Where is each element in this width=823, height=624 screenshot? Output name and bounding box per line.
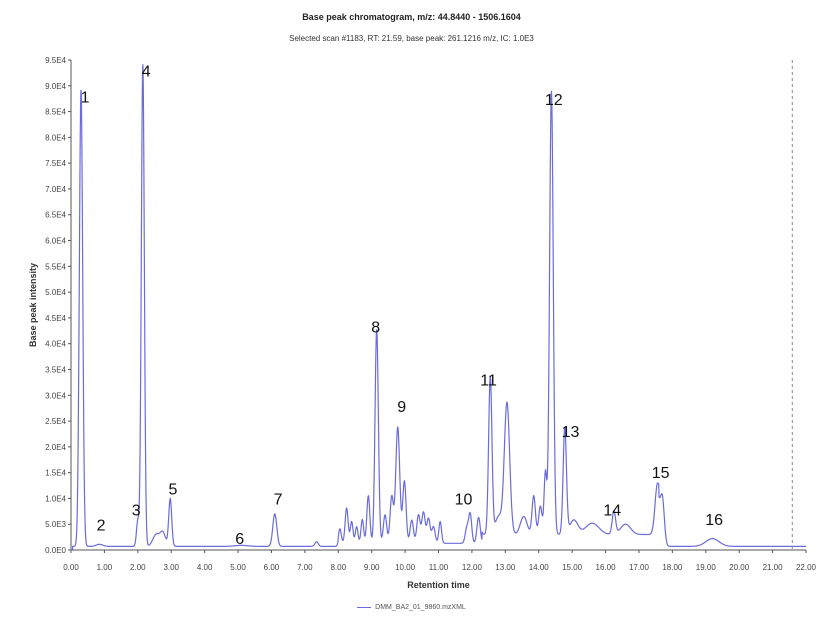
x-tick-label: 8.00 — [330, 563, 346, 572]
x-axis-label: Retention time — [407, 580, 470, 590]
y-tick-label: 3.0E4 — [45, 391, 66, 400]
x-tick-label: 3.00 — [163, 563, 179, 572]
peak-label-6: 6 — [235, 531, 244, 548]
x-tick-label: 4.00 — [197, 563, 213, 572]
x-tick-label: 19.00 — [696, 563, 717, 572]
chart-title: Base peak chromatogram, m/z: 44.8440 - 1… — [302, 12, 521, 22]
x-tick-label: 1.00 — [97, 563, 113, 572]
y-tick-label: 6.5E4 — [45, 211, 66, 220]
peak-label-4: 4 — [142, 64, 151, 81]
peak-label-12: 12 — [545, 92, 563, 109]
peak-label-3: 3 — [132, 502, 141, 519]
peak-label-15: 15 — [652, 465, 670, 482]
y-axis-ticks: 0.0E0 5.0E3 1.0E4 1.5E4 2.0E4 2.5E4 3.0E4 3.5E4… — [45, 56, 71, 555]
peak-label-16: 16 — [705, 512, 723, 529]
peak-label-2: 2 — [97, 517, 106, 534]
legend-swatch — [357, 606, 372, 608]
y-tick-label: 4.0E4 — [45, 340, 66, 349]
legend: DMM_BA2_01_9860.mzXML — [0, 604, 823, 611]
x-tick-label: 5.00 — [230, 563, 246, 572]
x-axis-ticks: 0.00 1.00 2.00 3.00 4.00 5.00 6.00 7.00 8.00 9.00… — [63, 550, 817, 572]
y-tick-label: 5.0E3 — [45, 520, 66, 529]
peak-label-5: 5 — [168, 481, 177, 498]
peak-label-7: 7 — [274, 492, 283, 509]
y-tick-label: 8.5E4 — [45, 108, 66, 117]
peak-label-11: 11 — [480, 372, 497, 389]
y-tick-label: 2.0E4 — [45, 443, 66, 452]
y-tick-label: 7.5E4 — [45, 159, 66, 168]
legend-entry: DMM_BA2_01_9860.mzXML — [375, 604, 466, 611]
x-tick-label: 20.00 — [729, 563, 750, 572]
y-tick-label: 0.0E0 — [45, 546, 66, 555]
peak-label-1: 1 — [81, 89, 90, 106]
peak-label-9: 9 — [397, 399, 406, 416]
axes — [70, 60, 806, 551]
x-tick-label: 21.00 — [763, 563, 784, 572]
x-tick-label: 16.00 — [596, 563, 617, 572]
x-tick-label: 0.00 — [63, 563, 79, 572]
y-tick-label: 7.0E4 — [45, 185, 66, 194]
x-tick-label: 10.00 — [395, 563, 416, 572]
x-tick-label: 13.00 — [495, 563, 516, 572]
y-tick-label: 1.0E4 — [45, 494, 66, 503]
x-tick-label: 14.00 — [529, 563, 550, 572]
peak-label-13: 13 — [562, 424, 580, 441]
peak-label-10: 10 — [455, 492, 473, 509]
y-tick-label: 2.5E4 — [45, 417, 66, 426]
x-tick-label: 18.00 — [662, 563, 683, 572]
y-tick-label: 6.0E4 — [45, 237, 66, 246]
y-tick-label: 4.5E4 — [45, 314, 66, 323]
x-tick-label: 17.00 — [629, 563, 650, 572]
x-tick-label: 11.00 — [429, 563, 449, 572]
x-tick-label: 2.00 — [130, 563, 146, 572]
peak-label-8: 8 — [371, 319, 380, 336]
x-tick-label: 15.00 — [562, 563, 583, 572]
peak-label-14: 14 — [603, 502, 621, 519]
y-axis-label: Base peak intensity — [28, 263, 38, 347]
y-tick-label: 9.5E4 — [45, 56, 66, 65]
x-tick-label: 22.00 — [796, 563, 817, 572]
y-tick-label: 9.0E4 — [45, 82, 66, 91]
chromatogram-trace — [71, 64, 806, 551]
x-tick-label: 12.00 — [462, 563, 483, 572]
y-tick-label: 5.0E4 — [45, 288, 66, 297]
y-tick-label: 5.5E4 — [45, 262, 66, 271]
x-tick-label: 9.00 — [364, 563, 380, 572]
y-tick-label: 8.0E4 — [45, 133, 66, 142]
y-tick-label: 3.5E4 — [45, 365, 66, 374]
chart-subtitle: Selected scan #1183, RT: 21.59, base pea… — [289, 34, 534, 43]
y-tick-label: 1.5E4 — [45, 469, 66, 478]
x-tick-label: 6.00 — [264, 563, 280, 572]
x-tick-label: 7.00 — [297, 563, 313, 572]
